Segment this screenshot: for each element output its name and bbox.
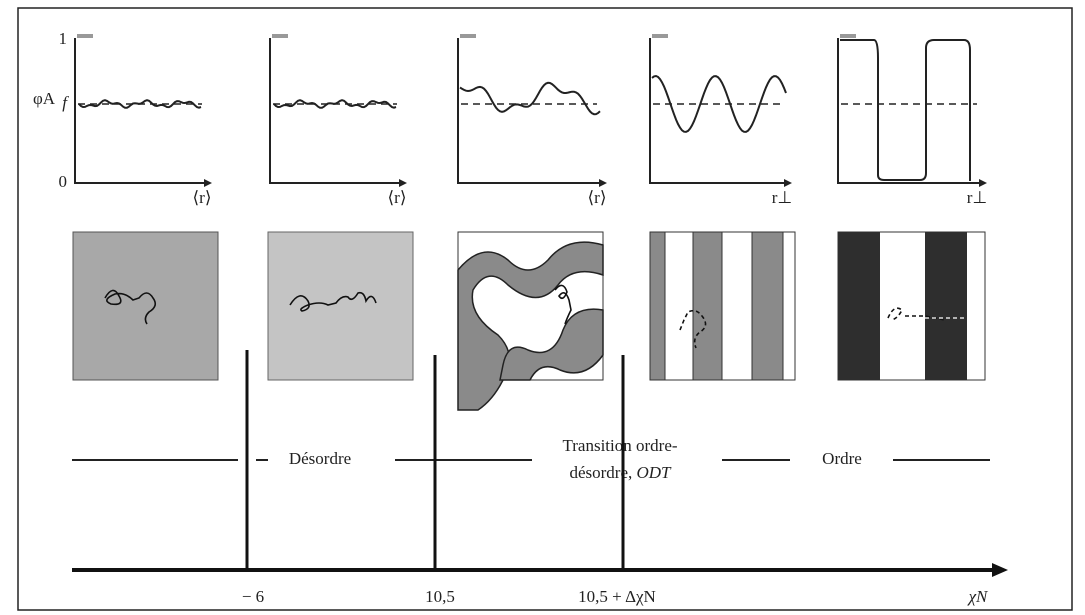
x-axis-label: ⟨r⟩ — [588, 188, 607, 207]
stripe — [692, 231, 723, 381]
axis-arrow — [992, 563, 1008, 577]
x-axis-label: ⟨r⟩ — [193, 188, 212, 207]
profile-curve — [273, 99, 397, 109]
axis-arrow — [979, 179, 987, 187]
stripe — [925, 232, 967, 380]
chi-n-axis: − 6 10,5 10,5 + ΔχN χN — [72, 350, 1008, 606]
axes — [269, 38, 405, 184]
y-mid-label: f — [62, 93, 69, 112]
profile-curve — [78, 99, 202, 109]
stripe — [838, 232, 880, 380]
y-bottom-label: 0 — [59, 172, 68, 191]
profile-curve — [459, 81, 601, 116]
phase-abbr: ODT — [637, 463, 673, 482]
x-axis-label: r⊥ — [772, 188, 792, 207]
axis-arrow — [599, 179, 607, 187]
stripe — [751, 231, 784, 381]
x-axis-label: ⟨r⟩ — [388, 188, 407, 207]
stripe — [649, 231, 666, 381]
axes — [74, 38, 210, 184]
axes — [649, 38, 790, 184]
phase-label: désordre, ODT — [569, 463, 672, 482]
axis-tick-label: − 6 — [242, 587, 264, 606]
axis-arrow — [204, 179, 212, 187]
chain — [679, 309, 707, 349]
disordered-fluctuating — [267, 231, 414, 381]
chain — [104, 289, 157, 325]
phase-label: Transition ordre- — [562, 436, 677, 455]
profile-plots: ⟨r⟩ 1 φA f 0 ⟨r⟩ ⟨r⟩ r⊥ r⊥ — [33, 29, 987, 207]
phase-label-part: désordre, — [569, 463, 636, 482]
axis-tick-label: 10,5 + ΔχN — [578, 587, 656, 606]
axis-tick-label: 10,5 — [425, 587, 455, 606]
disordered-melt — [72, 231, 219, 381]
axis-label: χN — [967, 587, 989, 606]
morphology-images — [72, 231, 986, 411]
profile-curve — [840, 39, 971, 181]
profile-curve — [651, 74, 787, 133]
phase-label: Désordre — [289, 449, 351, 468]
axis-arrow — [784, 179, 792, 187]
y-axis-label: φA — [33, 89, 56, 108]
chain — [554, 284, 572, 325]
axis-arrow — [399, 179, 407, 187]
axes — [837, 38, 985, 184]
domain — [499, 308, 604, 381]
chain — [887, 307, 946, 321]
phase-label: Ordre — [822, 449, 862, 468]
y-top-label: 1 — [59, 29, 68, 48]
chain — [289, 291, 377, 312]
phase-line: Désordre Transition ordre- désordre, ODT… — [72, 436, 990, 482]
axes — [457, 38, 605, 184]
x-axis-label: r⊥ — [967, 188, 987, 207]
